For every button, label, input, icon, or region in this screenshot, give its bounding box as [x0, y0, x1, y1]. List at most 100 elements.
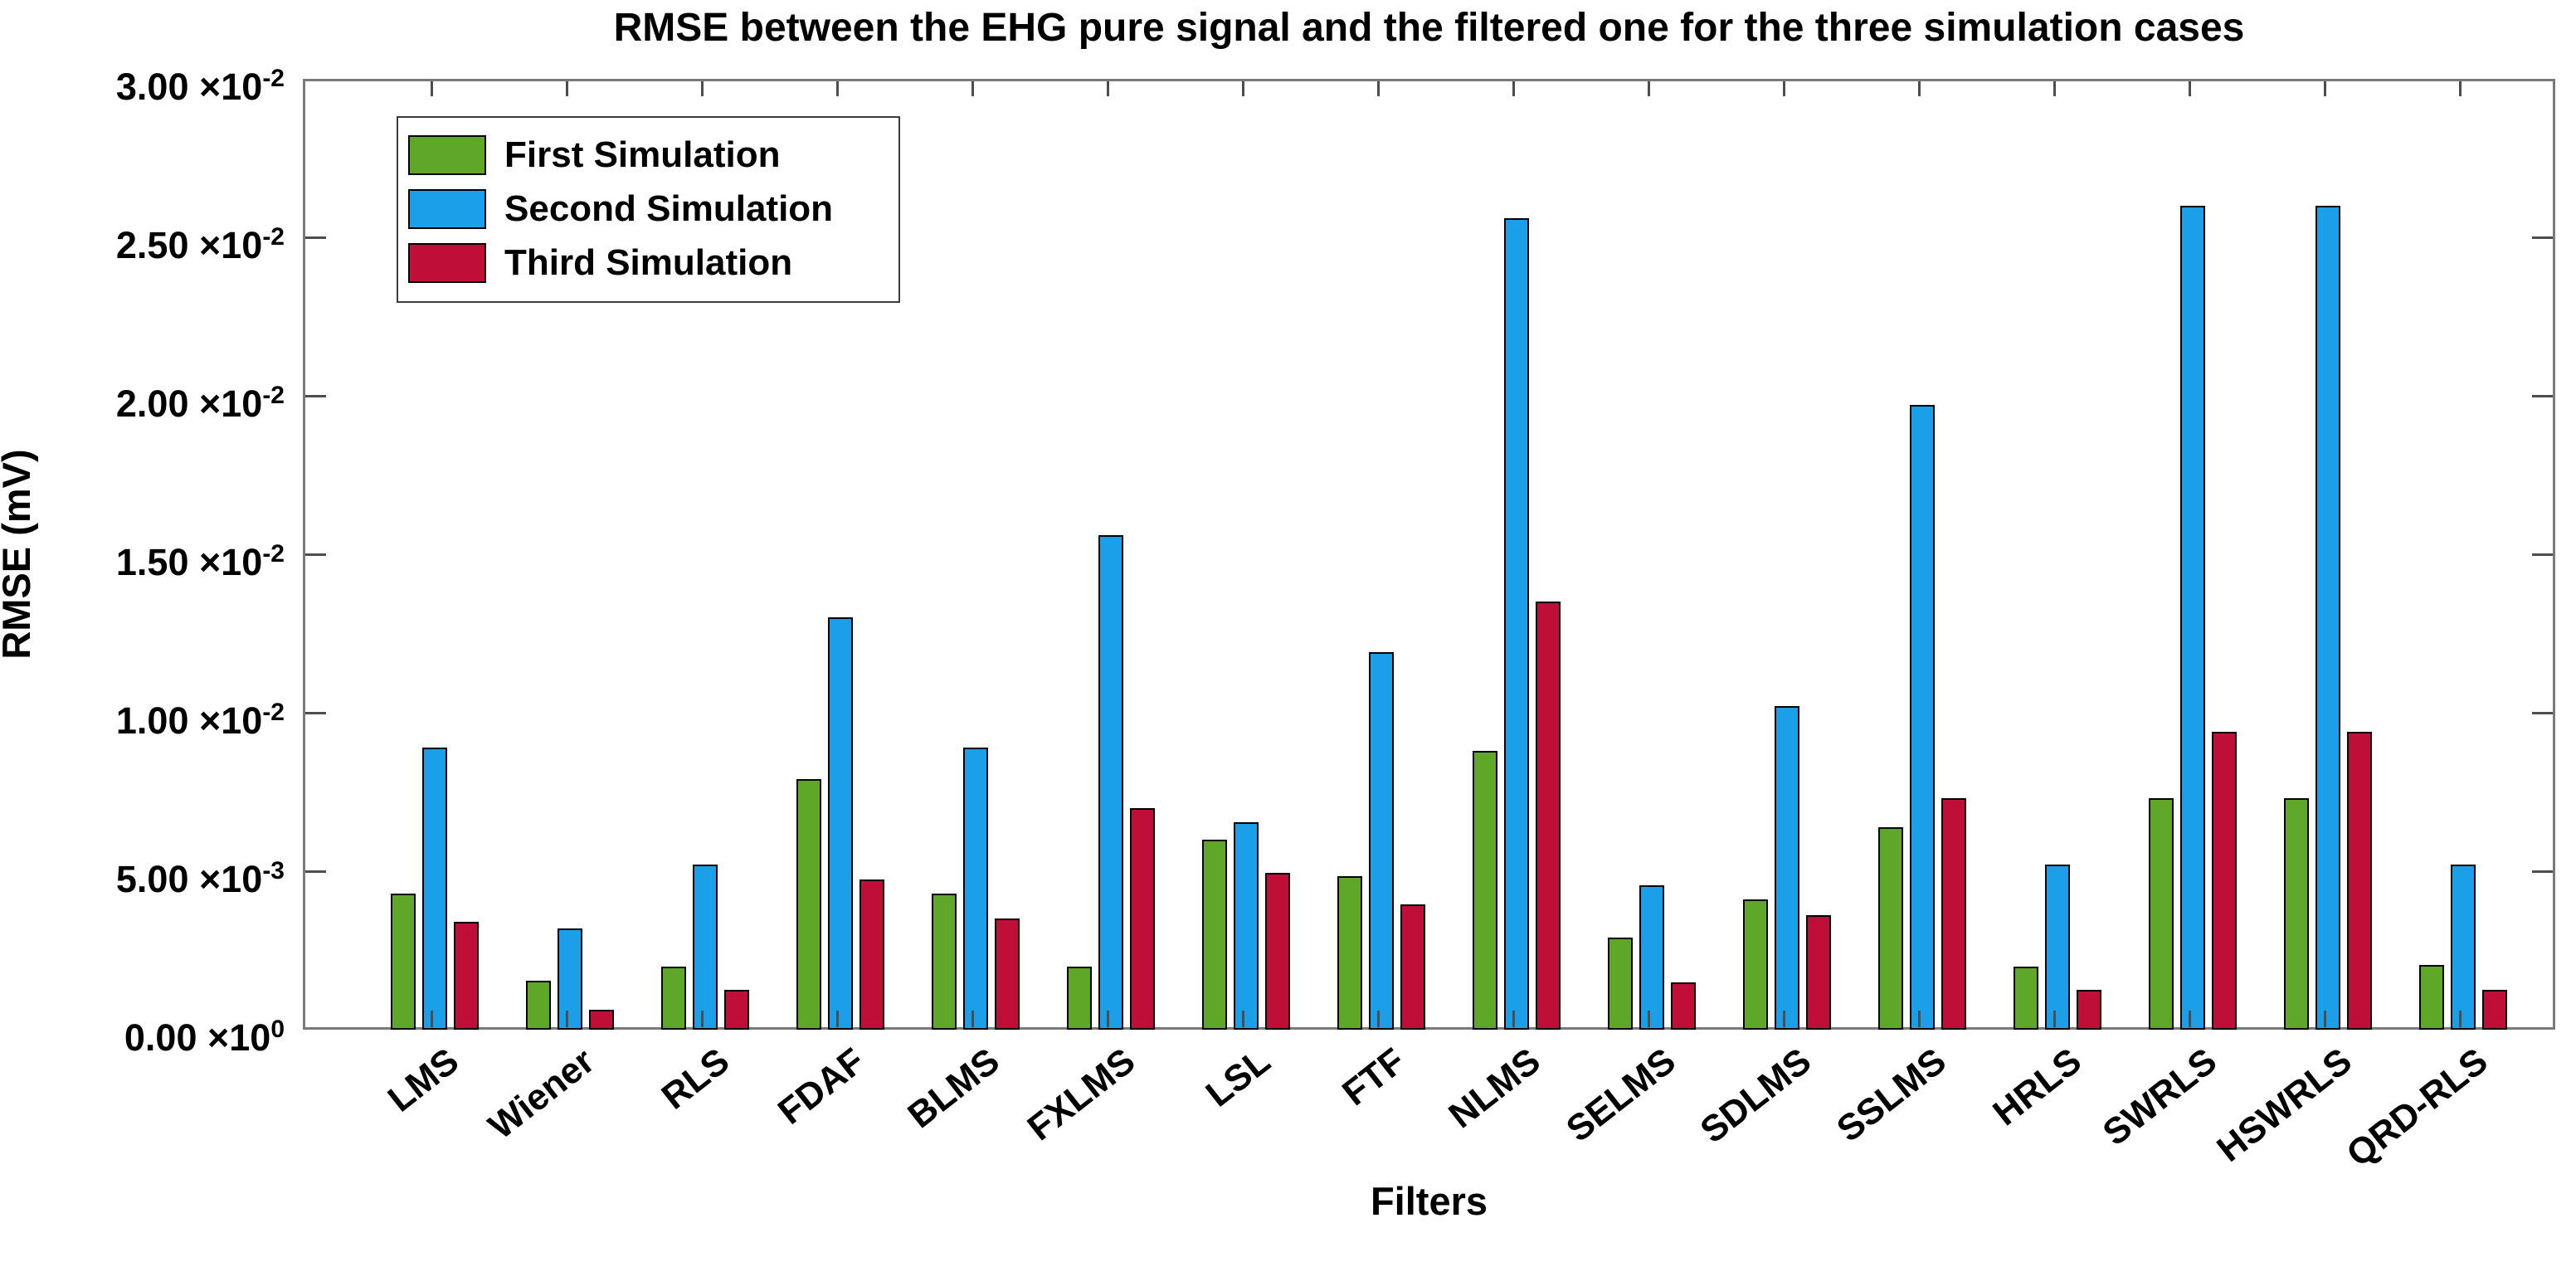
legend-item: First Simulation	[398, 131, 898, 179]
bar-third-simulation	[454, 922, 479, 1030]
legend-item: Second Simulation	[398, 185, 898, 233]
legend-label: Second Simulation	[504, 188, 834, 229]
y-tick-exponent: -2	[262, 699, 285, 726]
bar-second-simulation	[2045, 865, 2070, 1030]
bar-first-simulation	[1878, 827, 1903, 1030]
x-tick-mark-top	[835, 81, 839, 96]
x-tick-mark-bottom	[1647, 1011, 1650, 1027]
y-tick-mark-right	[2532, 553, 2553, 556]
y-tick-mantissa: 2.50 ×10	[115, 224, 263, 266]
bar-third-simulation	[1806, 915, 1831, 1030]
bar-third-simulation	[995, 918, 1020, 1030]
y-tick-mantissa: 5.00 ×10	[115, 858, 263, 900]
bar-third-simulation	[2077, 990, 2101, 1030]
y-tick-exponent: -3	[262, 857, 285, 884]
bar-second-simulation	[1775, 706, 1799, 1030]
x-tick-mark-bottom	[1512, 1011, 1515, 1027]
x-tick-label: NLMS	[1441, 1040, 1549, 1137]
x-tick-mark-bottom	[1782, 1011, 1785, 1027]
x-tick-mark-top	[700, 81, 704, 96]
bar-first-simulation	[1473, 751, 1497, 1030]
x-tick-label: QRD-RLS	[2339, 1040, 2496, 1176]
bar-first-simulation	[1608, 938, 1633, 1030]
y-tick-mantissa: 3.00 ×10	[115, 66, 263, 108]
bar-third-simulation	[724, 990, 749, 1030]
bar-third-simulation	[2482, 990, 2507, 1030]
bar-first-simulation	[1337, 876, 1362, 1030]
y-tick-mark-left	[305, 394, 326, 397]
legend: First Simulation Second Simulation Third S…	[397, 116, 900, 303]
bar-second-simulation	[2451, 865, 2476, 1030]
x-tick-mark-top	[565, 81, 568, 96]
bar-first-simulation	[2149, 798, 2174, 1030]
x-tick-mark-top	[1241, 81, 1244, 96]
bar-first-simulation	[661, 967, 686, 1030]
y-tick-mark-right	[2532, 870, 2553, 873]
bar-third-simulation	[1130, 808, 1155, 1030]
x-tick-label: SSLMS	[1829, 1040, 1955, 1150]
y-tick-mark-right	[2532, 711, 2553, 714]
y-tick-mark-right	[2532, 394, 2553, 397]
y-tick-exponent: -2	[262, 223, 285, 251]
x-tick-mark-top	[1106, 81, 1109, 96]
bar-first-simulation	[2419, 965, 2444, 1030]
x-tick-mark-bottom	[1241, 1011, 1244, 1027]
bar-third-simulation	[859, 880, 884, 1030]
x-tick-label: HRLS	[1985, 1040, 2090, 1134]
x-tick-label: BLMS	[900, 1040, 1008, 1137]
x-tick-mark-bottom	[2053, 1011, 2056, 1027]
x-tick-label: Wiener	[480, 1040, 602, 1147]
y-tick-label: 2.00 ×10-2	[2, 373, 285, 427]
x-tick-label: LSL	[1198, 1040, 1278, 1115]
x-tick-mark-bottom	[430, 1011, 433, 1027]
bar-first-simulation	[526, 981, 551, 1030]
bar-second-simulation	[828, 617, 853, 1030]
x-tick-mark-bottom	[1376, 1011, 1380, 1027]
y-tick-label: 5.00 ×10-3	[2, 848, 285, 903]
x-tick-label: RLS	[654, 1040, 738, 1118]
bar-third-simulation	[1671, 982, 1696, 1030]
x-tick-label: SDLMS	[1692, 1040, 1819, 1152]
y-tick-label: 2.50 ×10-2	[2, 214, 285, 269]
bar-third-simulation	[2347, 732, 2372, 1030]
x-tick-mark-bottom	[1106, 1011, 1109, 1027]
bar-third-simulation	[1941, 798, 1966, 1030]
bar-first-simulation	[1202, 840, 1227, 1030]
x-tick-mark-bottom	[971, 1011, 974, 1027]
x-tick-mark-bottom	[2458, 1011, 2462, 1027]
chart-title: RMSE between the EHG pure signal and the…	[613, 6, 2245, 50]
y-tick-label: 3.00 ×10-2	[2, 56, 285, 110]
y-tick-mantissa: 0.00 ×10	[124, 1016, 271, 1059]
bar-second-simulation	[1234, 822, 1259, 1030]
bar-third-simulation	[1265, 873, 1290, 1030]
bar-second-simulation	[2315, 206, 2340, 1030]
bar-third-simulation	[1536, 602, 1561, 1030]
y-tick-mark-left	[305, 711, 326, 714]
bar-first-simulation	[796, 779, 821, 1030]
bar-first-simulation	[391, 894, 416, 1030]
bar-first-simulation	[1067, 967, 1092, 1030]
y-tick-label: 0.00 ×100	[2, 1006, 285, 1061]
bar-second-simulation	[2180, 206, 2205, 1030]
x-tick-mark-bottom	[565, 1011, 568, 1027]
x-tick-mark-top	[2458, 81, 2462, 96]
bar-first-simulation	[2284, 798, 2309, 1030]
y-tick-mark-left	[305, 236, 326, 239]
bar-second-simulation	[1504, 218, 1529, 1030]
bar-second-simulation	[558, 928, 582, 1030]
bar-first-simulation	[932, 894, 957, 1030]
y-tick-exponent: -2	[262, 65, 285, 92]
y-tick-mark-left	[305, 553, 326, 556]
x-tick-mark-top	[1647, 81, 1650, 96]
x-tick-mark-bottom	[835, 1011, 839, 1027]
x-tick-label: HSWRLS	[2209, 1040, 2360, 1170]
y-tick-exponent: -2	[262, 540, 285, 568]
x-tick-mark-bottom	[2188, 1011, 2191, 1027]
bar-second-simulation	[1910, 405, 1935, 1030]
legend-label: First Simulation	[504, 134, 781, 175]
bar-first-simulation	[2014, 967, 2038, 1030]
y-tick-mantissa: 1.00 ×10	[115, 699, 263, 742]
legend-swatch-second-simulation	[408, 189, 486, 229]
legend-swatch-third-simulation	[408, 243, 486, 283]
